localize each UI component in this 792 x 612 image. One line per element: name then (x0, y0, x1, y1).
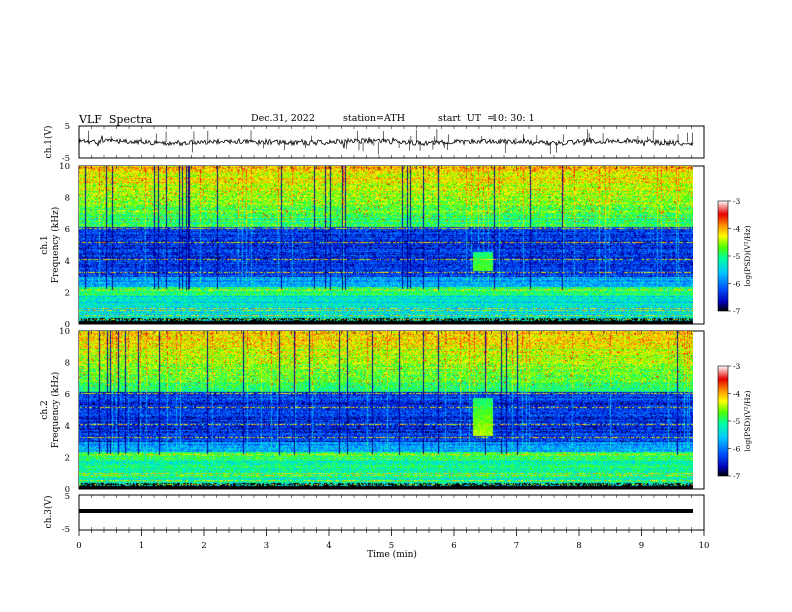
colorbar-tick-label: -3 (733, 197, 741, 206)
ch3-y-tick-minus5: -5 (62, 525, 70, 535)
time-tick-label: 4 (326, 541, 331, 551)
ch2-spectrogram-panel: ch.2 Frequency (kHz) 0 2 4 6 8 10 (40, 327, 705, 495)
ch1-spectrogram-channel-label: ch.1 (40, 235, 50, 254)
ch2-spectrogram-channel-label: ch.2 (40, 400, 50, 419)
time-tick-label: 5 (389, 541, 394, 551)
time-tick-label: 10 (699, 541, 710, 551)
freq-tick-label: 4 (65, 422, 70, 432)
figure-title: VLF Spectra (79, 113, 153, 126)
time-tick-label: 2 (201, 541, 206, 551)
ch2-colorbar-ticks: -3 -4 -5 -6 -7 (728, 362, 741, 481)
ch1-waveform-trace (78, 135, 694, 149)
time-axis-label: Time (min) (367, 549, 417, 560)
ch3-waveform-panel: ch.3(V) 5 -5 (43, 492, 705, 535)
colorbar-tick-label: -6 (733, 280, 741, 289)
time-tick-label: 6 (451, 541, 456, 551)
freq-tick-label: 10 (59, 327, 70, 337)
ch2-colorbar-label: log(PSD)(V²/Hz) (743, 390, 752, 451)
ch3-waveform-trace (79, 509, 693, 513)
freq-tick-label: 2 (65, 288, 70, 298)
ch1-y-tick-5: 5 (65, 122, 70, 132)
ch3-y-tick-5: 5 (65, 492, 70, 502)
colorbar-tick-label: -4 (733, 390, 741, 399)
time-axis-ticks: 0 1 2 3 4 5 6 7 8 9 10 (76, 126, 709, 551)
ch2-colorbar: -3 -4 -5 -6 -7 log(PSD)(V²/Hz) (717, 362, 752, 481)
ch1-waveform-frame (78, 125, 705, 159)
ch1-colorbar: -3 -4 -5 -6 -7 log(PSD)(V²/Hz) (717, 197, 752, 316)
time-tick-label: 3 (264, 541, 269, 551)
ch1-spectrogram-y-label: Frequency (kHz) (50, 207, 61, 284)
start-ut-value: 10: 30: 1 (492, 113, 535, 124)
freq-tick-label: 4 (65, 257, 70, 267)
ch1-waveform-panel: ch.1(V) 5 -5 (43, 122, 705, 164)
station-label: station=ATH (343, 113, 405, 124)
freq-tick-label: 2 (65, 453, 70, 463)
freq-tick-label: 10 (59, 162, 70, 172)
colorbar-tick-label: -5 (733, 252, 741, 261)
time-axis: 0 1 2 3 4 5 6 7 8 9 10 Time (min) (76, 126, 709, 560)
ch1-y-tick-minus5: -5 (62, 154, 70, 164)
ch1-colorbar-ticks: -3 -4 -5 -6 -7 (728, 197, 741, 316)
freq-tick-label: 0 (65, 485, 70, 495)
start-ut-label: start UT = (438, 113, 496, 124)
freq-tick-label: 8 (65, 194, 70, 204)
ch1-spectrogram-heatmap (79, 166, 693, 324)
freq-tick-label: 8 (65, 359, 70, 369)
ch3-y-label: ch.3(V) (43, 496, 54, 529)
ch2-colorbar-gradient (717, 365, 729, 477)
freq-tick-label: 0 (65, 320, 70, 330)
freq-tick-label: 6 (65, 225, 70, 235)
ch1-y-label: ch.1(V) (43, 126, 54, 159)
colorbar-tick-label: -7 (733, 307, 741, 316)
ch2-spectrogram-y-label: Frequency (kHz) (50, 372, 61, 449)
time-tick-label: 0 (76, 541, 81, 551)
time-tick-label: 9 (639, 541, 644, 551)
colorbar-tick-label: -3 (733, 362, 741, 371)
ch1-waveform-spikes (88, 129, 693, 155)
colorbar-tick-label: -4 (733, 225, 741, 234)
ch1-colorbar-gradient (717, 200, 729, 312)
ch2-spectrogram-heatmap (79, 331, 693, 489)
colorbar-tick-label: -7 (733, 472, 741, 481)
time-tick-label: 1 (139, 541, 144, 551)
ch1-spectrogram-panel: ch.1 Frequency (kHz) 0 2 4 6 8 10 (40, 162, 705, 330)
time-tick-label: 7 (514, 541, 519, 551)
colorbar-tick-label: -6 (733, 445, 741, 454)
ch1-colorbar-label: log(PSD)(V²/Hz) (743, 225, 752, 286)
date-label: Dec.31, 2022 (251, 113, 315, 124)
freq-tick-label: 6 (65, 390, 70, 400)
colorbar-tick-label: -5 (733, 417, 741, 426)
time-tick-label: 8 (576, 541, 581, 551)
